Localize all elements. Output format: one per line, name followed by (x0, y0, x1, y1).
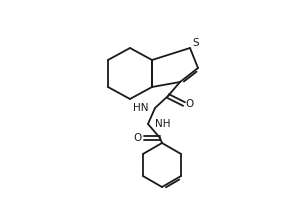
Text: O: O (134, 133, 142, 143)
Text: NH: NH (155, 119, 170, 129)
Text: HN: HN (133, 103, 148, 113)
Text: S: S (193, 38, 199, 48)
Text: O: O (186, 99, 194, 109)
